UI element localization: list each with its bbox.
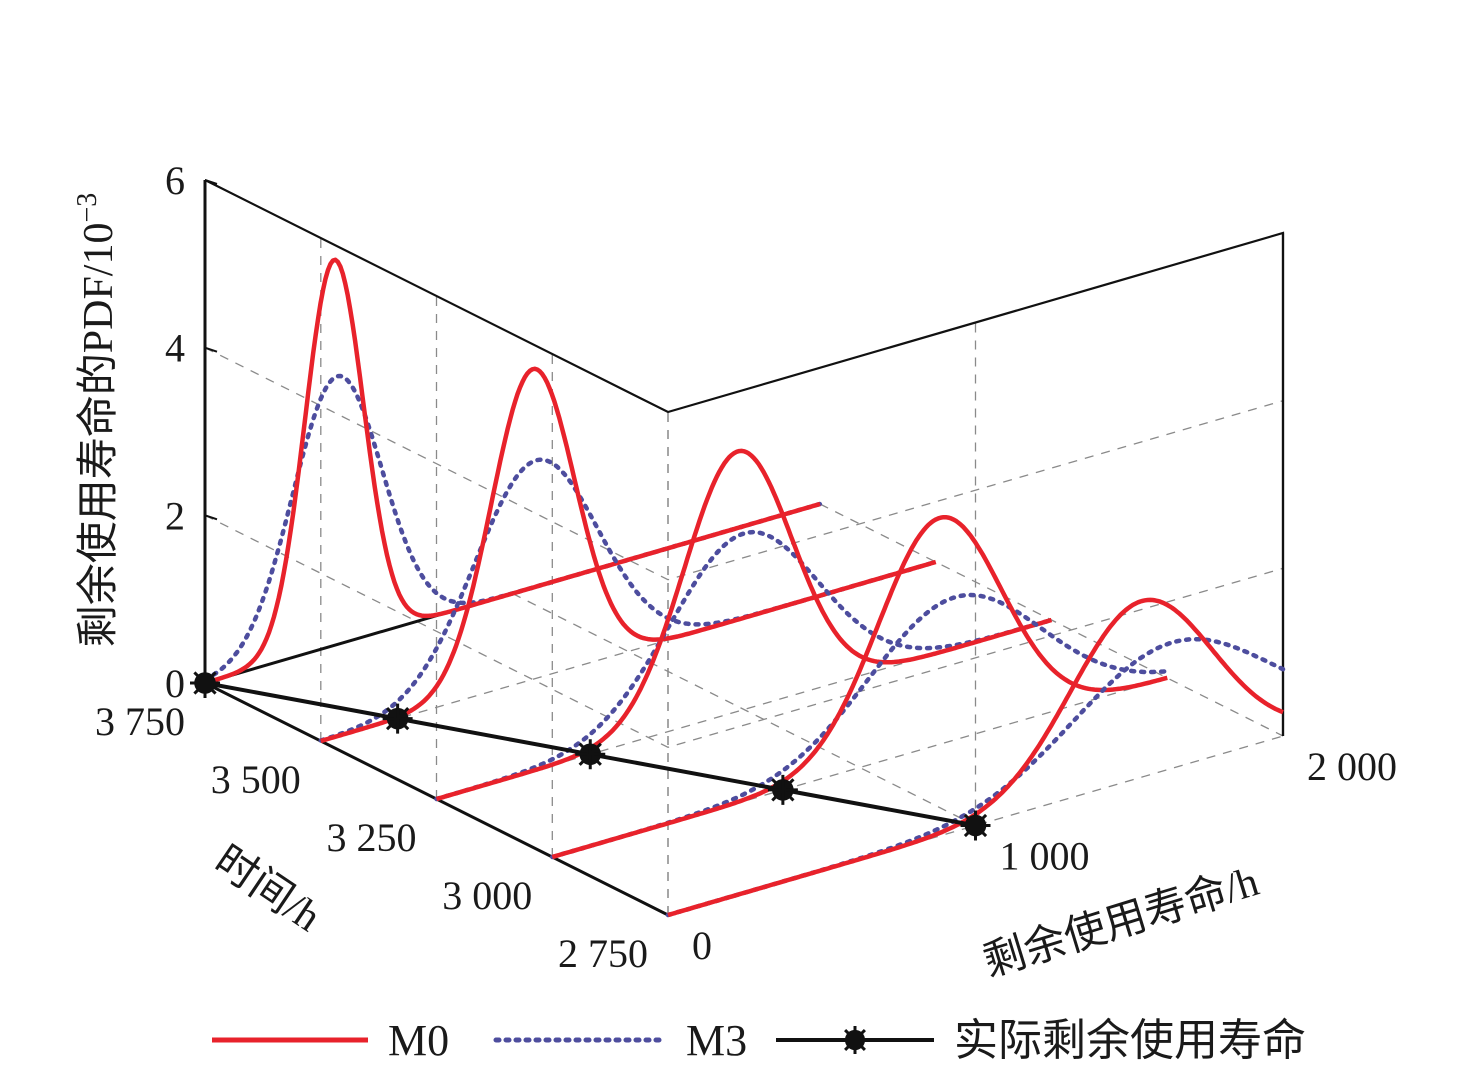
m3-curve-2 (434, 529, 1054, 802)
y-axis-title: 时间/h (206, 838, 328, 941)
legend-m3-label: M3 (686, 1016, 747, 1065)
actual-rul-marker-3 (767, 774, 798, 805)
legend-layer: M0 M3 实际剩余使用寿命 (212, 1016, 1306, 1065)
z-axis-title: 剩余使用寿命的PDF/10−3 (72, 193, 122, 648)
z-gridline-2 (204, 347, 1284, 581)
x-floor-gridline-1 (512, 592, 976, 827)
actual-rul-marker-1 (382, 703, 413, 734)
x-tick-label-0: 0 (692, 923, 712, 968)
legend-actual-label: 实际剩余使用寿命 (954, 1016, 1306, 1065)
actual-rul-marker-2 (575, 739, 606, 770)
m3-curve-3 (550, 592, 1170, 860)
y-tick-label-3: 3 000 (442, 873, 532, 918)
z-tick-label-0: 0 (165, 661, 185, 706)
y-tick-label-1: 3 500 (211, 757, 301, 802)
z-gridline-3 (204, 179, 1284, 413)
front-floor-edges (200, 502, 821, 917)
y-tick-label-4: 2 750 (558, 931, 648, 976)
m3-curve-0 (202, 373, 823, 682)
m0-curve-0 (204, 257, 821, 686)
z-tick-mark-2 (204, 346, 218, 353)
z-tick-mark-3 (204, 179, 218, 185)
top-box-edges (204, 179, 1285, 736)
z-gridline-1 (204, 514, 1284, 748)
z-tick-label-1: 2 (165, 493, 185, 538)
z-tick-label-3: 6 (165, 158, 185, 203)
m0-curve-3 (551, 514, 1168, 860)
actual-rul-marker-0 (190, 668, 220, 698)
y-tick-label-0: 3 750 (95, 699, 185, 744)
z-axis-title-exponent: −3 (72, 193, 103, 223)
axes-box-layer (200, 179, 1285, 917)
m3-curve-4 (665, 636, 1286, 918)
m0-curve-2 (435, 448, 1053, 802)
x-tick-label-1: 1 000 (1000, 834, 1090, 879)
legend-m0-label: M0 (388, 1016, 449, 1065)
m0-curve-1 (320, 366, 937, 744)
actual-rul-marker-4 (960, 810, 991, 841)
z-tick-label-2: 4 (165, 326, 185, 371)
grid-layer (204, 179, 1284, 916)
m3-curve-1 (318, 457, 939, 743)
x-tick-label-2: 2 000 (1307, 744, 1397, 789)
series-layer (190, 257, 1286, 918)
y-tick-label-2: 3 250 (327, 815, 417, 860)
legend-actual-swatch-marker (841, 1026, 869, 1054)
z-tick-mark-1 (204, 514, 218, 521)
